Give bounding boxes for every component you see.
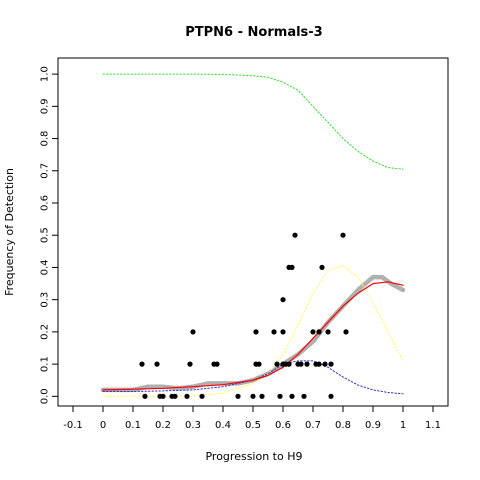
- data-point: [271, 329, 277, 335]
- data-point: [325, 329, 331, 335]
- chart-title: PTPN6 - Normals-3: [185, 25, 322, 40]
- data-point: [316, 361, 322, 367]
- data-point: [214, 361, 220, 367]
- x-tick-label: 0.1: [125, 420, 141, 431]
- x-tick-label: 0.6: [275, 420, 291, 431]
- data-point: [289, 264, 295, 270]
- data-point: [250, 393, 256, 399]
- data-point: [304, 361, 310, 367]
- y-tick-label: 0.7: [40, 163, 51, 179]
- data-point: [292, 232, 298, 238]
- data-point: [160, 393, 166, 399]
- y-tick-label: 0.4: [40, 259, 51, 275]
- y-tick-label: 0.6: [40, 195, 51, 211]
- data-point: [286, 361, 292, 367]
- y-tick-label: 0.3: [40, 292, 51, 308]
- y-axis: 0.0 0.1 0.2 0.3 0.4 0.5 0.6 0.7 0.8 0.9 1.0: [40, 66, 58, 404]
- series-line-dotted-green: [102, 73, 404, 170]
- data-point: [298, 361, 304, 367]
- y-tick-label: 0.2: [40, 324, 51, 340]
- data-point: [343, 329, 349, 335]
- y-tick-label: 1.0: [40, 66, 51, 82]
- data-point: [328, 393, 334, 399]
- x-tick-label: 0.9: [365, 420, 381, 431]
- data-point: [289, 393, 295, 399]
- x-tick-label: 0.4: [215, 420, 231, 431]
- series-line-fit-red: [102, 281, 404, 391]
- data-point: [199, 393, 205, 399]
- data-point: [187, 361, 193, 367]
- data-point: [154, 361, 160, 367]
- points-layer: [139, 232, 349, 399]
- data-point: [328, 361, 334, 367]
- y-tick-label: 0.5: [40, 227, 51, 243]
- plot-frame: [57, 57, 449, 407]
- data-point: [280, 329, 286, 335]
- data-point: [253, 329, 259, 335]
- y-tick-label: 0.8: [40, 131, 51, 147]
- data-point: [322, 361, 328, 367]
- x-tick-label: 0.8: [335, 420, 351, 431]
- data-point: [340, 232, 346, 238]
- x-tick-label: 1: [400, 420, 406, 431]
- data-point: [259, 393, 265, 399]
- x-axis: -0.1 0 0.1 0.2 0.3 0.4 0.5 0.6 0.7 0.8 0.9 1 1.1: [63, 406, 441, 431]
- x-tick-label: 0.5: [245, 420, 261, 431]
- data-point: [184, 393, 190, 399]
- y-axis-label: Frequency of Detection: [3, 168, 16, 296]
- data-point: [139, 361, 145, 367]
- data-point: [301, 393, 307, 399]
- x-tick-label: 0: [100, 420, 106, 431]
- data-point: [142, 393, 148, 399]
- data-point: [319, 264, 325, 270]
- data-point: [277, 393, 283, 399]
- data-point: [172, 393, 178, 399]
- data-point: [235, 393, 241, 399]
- x-tick-label: 0.2: [155, 420, 171, 431]
- y-tick-label: 0.9: [40, 98, 51, 114]
- series-layer: [100, 73, 406, 397]
- series-line-smooth-gray: [100, 274, 406, 393]
- data-point: [190, 329, 196, 335]
- data-point: [256, 361, 262, 367]
- x-axis-label: Progression to H9: [205, 450, 302, 463]
- y-tick-label: 0.1: [40, 356, 51, 372]
- data-point: [310, 329, 316, 335]
- y-tick-label: 0.0: [40, 388, 51, 404]
- x-tick-label: -0.1: [63, 420, 83, 431]
- x-tick-label: 0.3: [185, 420, 201, 431]
- data-point: [274, 361, 280, 367]
- series-line-dotted-yellow: [102, 265, 404, 397]
- data-point: [280, 297, 286, 303]
- x-tick-label: 1.1: [425, 420, 441, 431]
- x-tick-label: 0.7: [305, 420, 321, 431]
- data-point: [316, 329, 322, 335]
